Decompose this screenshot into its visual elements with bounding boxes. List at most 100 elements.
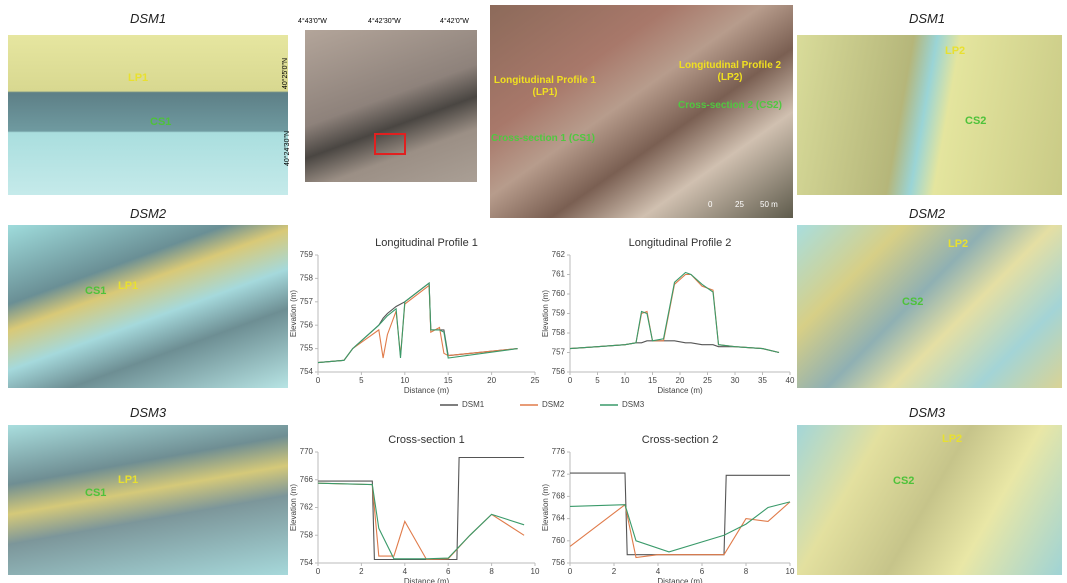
- panel-title: DSM1: [8, 11, 288, 26]
- chart-title: Longitudinal Profile 1: [375, 237, 478, 249]
- x-tick-label: 2: [612, 567, 617, 576]
- profile-label: CS2: [965, 115, 986, 127]
- map-coordinate: 40°25'0"N: [282, 58, 289, 89]
- aerial-label: Longitudinal Profile 1 (LP1): [490, 75, 600, 99]
- y-tick-label: 761: [552, 270, 566, 279]
- y-tick-label: 754: [300, 367, 314, 376]
- y-tick-label: 754: [300, 558, 314, 567]
- figure: 0510152025754755756757758759Longitudinal…: [0, 0, 1067, 583]
- map-coordinate: 40°24'30"N: [284, 131, 291, 166]
- chart-title: Longitudinal Profile 2: [629, 237, 732, 249]
- legend-label: DSM1: [462, 400, 485, 409]
- x-tick-label: 25: [531, 376, 540, 385]
- x-tick-label: 35: [758, 376, 767, 385]
- legend-label: DSM3: [622, 400, 645, 409]
- y-tick-label: 760: [552, 289, 566, 298]
- x-tick-label: 0: [568, 376, 573, 385]
- scale-label: 25: [735, 200, 744, 209]
- x-tick-label: 10: [531, 567, 540, 576]
- panel-title: DSM3: [787, 405, 1067, 420]
- x-tick-label: 5: [595, 376, 600, 385]
- y-tick-label: 772: [552, 469, 566, 478]
- y-axis-label: Elevation (m): [289, 484, 298, 531]
- chart-title: Cross-section 2: [642, 434, 718, 446]
- scale-label: 0: [708, 200, 712, 209]
- profile-label: LP1: [118, 474, 138, 486]
- panel-title: DSM2: [8, 206, 288, 221]
- x-tick-label: 20: [676, 376, 685, 385]
- x-tick-label: 0: [568, 567, 573, 576]
- profile-label: LP2: [945, 45, 965, 57]
- profile-label: CS2: [902, 296, 923, 308]
- x-axis-label: Distance (m): [404, 386, 450, 395]
- data-line: [318, 285, 518, 362]
- aerial-label: Cross-section 1 (CS1): [488, 133, 598, 145]
- x-tick-label: 2: [359, 567, 364, 576]
- y-axis-label: Elevation (m): [541, 290, 550, 337]
- aerial-label: Cross-section 2 (CS2): [675, 100, 785, 112]
- x-tick-label: 20: [487, 376, 496, 385]
- data-line: [318, 483, 524, 559]
- y-tick-label: 756: [300, 320, 314, 329]
- y-tick-label: 776: [552, 447, 566, 456]
- map-coordinate: 4°43'0"W: [298, 18, 327, 25]
- profile-label: LP1: [128, 72, 148, 84]
- x-tick-label: 10: [786, 567, 795, 576]
- x-tick-label: 25: [703, 376, 712, 385]
- x-tick-label: 4: [656, 567, 661, 576]
- x-tick-label: 4: [403, 567, 408, 576]
- x-tick-label: 15: [444, 376, 453, 385]
- profile-label: LP1: [118, 280, 138, 292]
- data-line: [570, 502, 790, 552]
- y-tick-label: 770: [300, 447, 314, 456]
- y-tick-label: 755: [300, 344, 314, 353]
- x-tick-label: 40: [786, 376, 795, 385]
- x-axis-label: Distance (m): [657, 386, 703, 395]
- x-tick-label: 6: [446, 567, 451, 576]
- y-tick-label: 758: [552, 328, 566, 337]
- data-line: [318, 283, 518, 363]
- map-coordinate: 4°42'0"W: [440, 18, 469, 25]
- x-axis-label: Distance (m): [404, 577, 450, 583]
- profile-label: LP2: [942, 433, 962, 445]
- profile-label: CS1: [85, 487, 106, 499]
- chart-title: Cross-section 1: [388, 434, 464, 446]
- y-tick-label: 758: [300, 274, 314, 283]
- y-axis-label: Elevation (m): [289, 290, 298, 337]
- profile-label: CS1: [85, 285, 106, 297]
- x-tick-label: 15: [648, 376, 657, 385]
- y-tick-label: 756: [552, 558, 566, 567]
- y-tick-label: 762: [552, 250, 566, 259]
- legend-label: DSM2: [542, 400, 565, 409]
- y-tick-label: 757: [552, 348, 566, 357]
- panel-title: DSM3: [8, 405, 288, 420]
- y-tick-label: 756: [552, 367, 566, 376]
- y-tick-label: 762: [300, 503, 314, 512]
- aerial-label: Longitudinal Profile 2 (LP2): [675, 60, 785, 84]
- profile-label: LP2: [948, 238, 968, 250]
- data-line: [570, 502, 790, 558]
- y-tick-label: 764: [552, 514, 566, 523]
- x-tick-label: 5: [359, 376, 364, 385]
- x-tick-label: 10: [621, 376, 630, 385]
- x-tick-label: 0: [316, 376, 321, 385]
- panel-title: DSM2: [787, 206, 1067, 221]
- data-line: [318, 458, 524, 560]
- y-tick-label: 759: [300, 250, 314, 259]
- panel-title: DSM1: [787, 11, 1067, 26]
- x-tick-label: 8: [744, 567, 749, 576]
- scale-label: 50 m: [760, 200, 778, 209]
- y-tick-label: 768: [552, 492, 566, 501]
- x-tick-label: 30: [731, 376, 740, 385]
- data-line: [318, 283, 518, 363]
- data-line: [318, 483, 524, 559]
- y-tick-label: 759: [552, 309, 566, 318]
- y-tick-label: 766: [300, 475, 314, 484]
- x-tick-label: 0: [316, 567, 321, 576]
- y-tick-label: 757: [300, 297, 314, 306]
- profile-label: CS1: [150, 116, 171, 128]
- x-tick-label: 6: [700, 567, 705, 576]
- y-axis-label: Elevation (m): [541, 484, 550, 531]
- x-axis-label: Distance (m): [657, 577, 703, 583]
- x-tick-label: 8: [489, 567, 494, 576]
